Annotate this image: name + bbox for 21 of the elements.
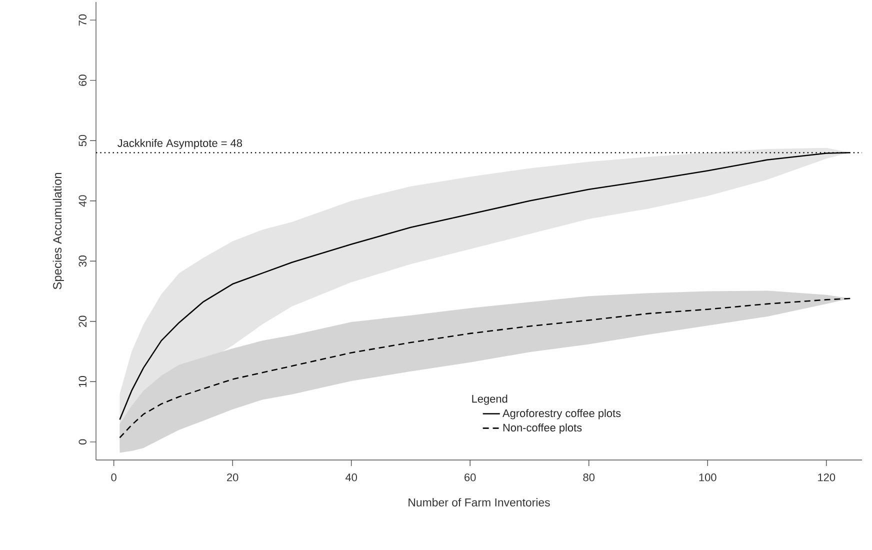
y-tick-label: 60 (78, 74, 87, 86)
ref-line-label: Jackknife Asymptote = 48 (118, 138, 242, 150)
legend-title: Legend (472, 394, 508, 405)
x-tick-label: 60 (464, 473, 476, 482)
y-tick-label: 70 (78, 14, 87, 26)
y-tick-label: 10 (78, 376, 87, 387)
y-tick-label: 50 (78, 134, 87, 146)
y-axis-title: Species Accumulation (52, 172, 64, 290)
x-tick-label: 0 (111, 473, 116, 482)
y-tick-label: 40 (78, 195, 87, 207)
x-tick-label: 120 (818, 473, 836, 482)
x-tick-label: 20 (227, 473, 238, 482)
y-tick-label: 0 (78, 439, 87, 445)
x-tick-label: 100 (699, 473, 716, 482)
x-tick-label: 80 (583, 473, 595, 482)
y-tick-label: 30 (78, 255, 87, 267)
legend-label: Non-coffee plots (503, 423, 582, 434)
legend-label: Agroforestry coffee plots (502, 409, 621, 420)
x-axis-title: Number of Farm Inventories (408, 498, 550, 506)
y-tick-label: 20 (78, 316, 87, 327)
x-tick-label: 40 (345, 473, 357, 482)
